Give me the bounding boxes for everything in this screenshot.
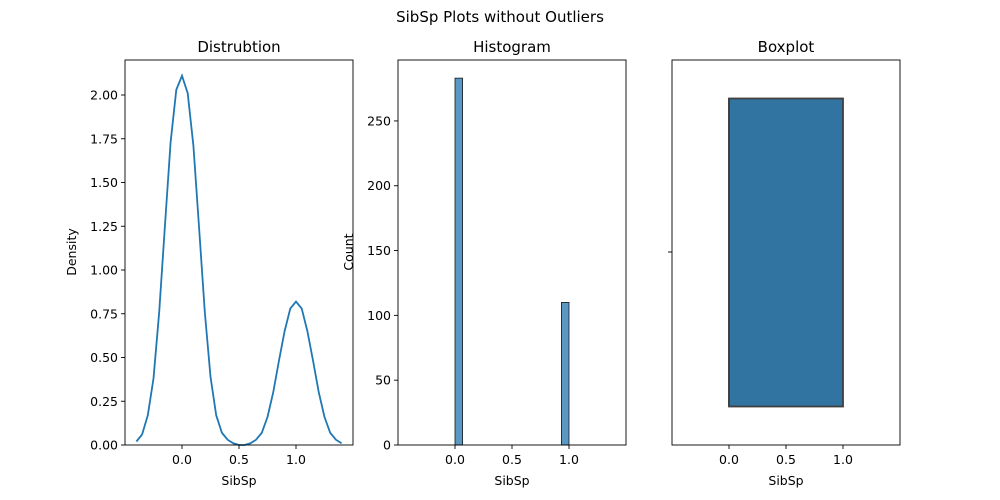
boxplot-xtick-label: 0.0: [719, 452, 739, 467]
density-ytick-label: 0.75: [90, 306, 118, 321]
density-xtick-label: 0.0: [172, 452, 192, 467]
histogram-panel: Histogram 0.0 0.5 1.0 0 50 100 150 200 250 SibSp…: [341, 38, 627, 488]
histogram-xtick-label: 0.0: [445, 452, 465, 467]
histogram-axes-frame: [397, 59, 627, 446]
density-panel: Distrubtion 0.0 0.5 1.0 0.00 0.25 0.50 0.75 1.0…: [64, 38, 354, 488]
density-axes-frame: [124, 59, 354, 446]
boxplot-box: [728, 97, 844, 408]
histogram-xlabel: SibSp: [494, 473, 529, 488]
boxplot-title: Boxplot: [758, 38, 815, 56]
histogram-bar: [560, 302, 570, 446]
boxplot-xtick-label: 0.5: [776, 452, 796, 467]
boxplot-panel: Boxplot 0.0 0.5 1.0 SibSp: [668, 38, 901, 488]
density-title: Distrubtion: [197, 38, 280, 56]
density-ytick-label: 1.50: [90, 175, 118, 190]
density-ytick-label: 2.00: [90, 88, 118, 103]
density-xlabel: SibSp: [221, 473, 256, 488]
density-ytick-label: 0.25: [90, 394, 118, 409]
density-ytick-label: 1.25: [90, 219, 118, 234]
histogram-ytick-label: 50: [375, 373, 391, 388]
density-ytick-label: 1.75: [90, 131, 118, 146]
density-ytick-label: 0.50: [90, 350, 118, 365]
boxplot-xlabel: SibSp: [768, 473, 803, 488]
density-ylabel: Density: [64, 228, 79, 276]
histogram-ylabel: Count: [341, 233, 356, 270]
density-xtick-label: 0.5: [229, 452, 249, 467]
histogram-title: Histogram: [473, 38, 551, 56]
boxplot-xtick-label: 1.0: [833, 452, 853, 467]
density-curve: [135, 73, 343, 446]
histogram-bar: [454, 77, 464, 446]
density-xtick-label: 1.0: [286, 452, 306, 467]
density-ytick-label: 0.00: [90, 438, 118, 453]
histogram-xtick-label: 0.5: [502, 452, 522, 467]
histogram-ytick-label: 200: [367, 178, 391, 193]
histogram-xtick-label: 1.0: [559, 452, 579, 467]
density-ytick-label: 1.00: [90, 263, 118, 278]
histogram-ytick-label: 0: [383, 438, 391, 453]
histogram-ytick-label: 150: [367, 243, 391, 258]
histogram-ytick-label: 250: [367, 113, 391, 128]
histogram-ytick-label: 100: [367, 308, 391, 323]
figure-title: SibSp Plots without Outliers: [396, 8, 604, 26]
